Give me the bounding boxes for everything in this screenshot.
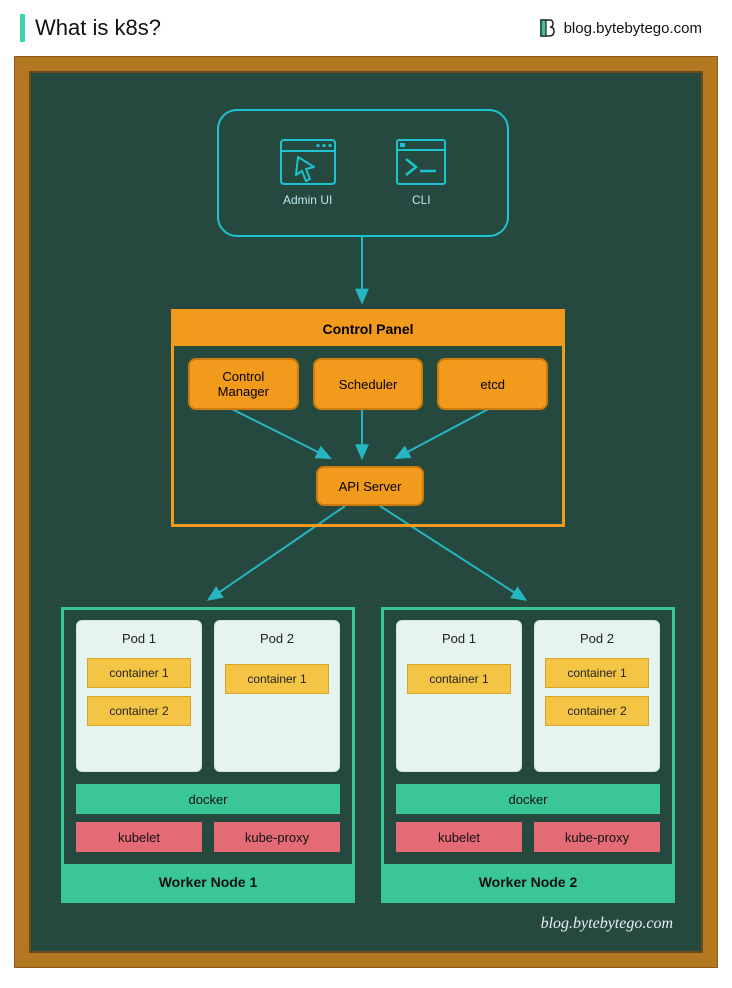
worker-node-2: Pod 1 container 1 Pod 2 container 1 cont… <box>381 607 675 903</box>
chalkboard: Admin UI CLI Control Panel Co <box>29 71 703 953</box>
kubelet-box: kubelet <box>76 822 202 852</box>
cli-label: CLI <box>412 193 431 207</box>
container-box: container 1 <box>545 658 649 688</box>
container-box: container 1 <box>225 664 329 694</box>
pods-row: Pod 1 container 1 container 2 Pod 2 cont… <box>76 620 340 772</box>
pod-title: Pod 1 <box>407 631 511 646</box>
api-server-box: API Server <box>316 466 424 506</box>
window-cursor-icon <box>280 139 336 185</box>
title-accent-bar <box>20 14 25 42</box>
worker-node-label: Worker Node 1 <box>64 864 352 900</box>
container-box: container 2 <box>87 696 191 726</box>
kube-proxy-box: kube-proxy <box>534 822 660 852</box>
pod-1: Pod 1 container 1 container 2 <box>76 620 202 772</box>
kubelet-box: kubelet <box>396 822 522 852</box>
footer-url: blog.bytebytego.com <box>541 915 673 933</box>
source-url: blog.bytebytego.com <box>564 20 702 37</box>
kube-proxy-box: kube-proxy <box>214 822 340 852</box>
interface-panel: Admin UI CLI <box>217 109 509 237</box>
etcd-box: etcd <box>437 358 548 410</box>
pod-2: Pod 2 container 1 container 2 <box>534 620 660 772</box>
worker-node-label: Worker Node 2 <box>384 864 672 900</box>
control-panel: Control Panel Control Manager Scheduler … <box>171 309 565 527</box>
services-row: kubelet kube-proxy <box>396 822 660 852</box>
container-box: container 2 <box>545 696 649 726</box>
control-panel-row: Control Manager Scheduler etcd <box>188 358 548 410</box>
pod-1: Pod 1 container 1 <box>396 620 522 772</box>
pod-title: Pod 1 <box>87 631 191 646</box>
pod-2: Pod 2 container 1 <box>214 620 340 772</box>
admin-ui-item: Admin UI <box>280 139 336 207</box>
page-header: What is k8s? blog.bytebytego.com <box>0 0 732 56</box>
title-wrap: What is k8s? <box>20 14 161 42</box>
terminal-icon <box>396 139 446 185</box>
pods-row: Pod 1 container 1 Pod 2 container 1 cont… <box>396 620 660 772</box>
bytebytego-logo-icon <box>538 18 556 38</box>
admin-ui-label: Admin UI <box>283 193 332 207</box>
docker-bar: docker <box>76 784 340 814</box>
container-box: container 1 <box>87 658 191 688</box>
control-panel-title: Control Panel <box>174 312 562 346</box>
docker-bar: docker <box>396 784 660 814</box>
control-manager-box: Control Manager <box>188 358 299 410</box>
source-link: blog.bytebytego.com <box>538 18 702 38</box>
cli-item: CLI <box>396 139 446 207</box>
container-box: container 1 <box>407 664 511 694</box>
page-title: What is k8s? <box>35 15 161 41</box>
pod-title: Pod 2 <box>225 631 329 646</box>
worker-node-1: Pod 1 container 1 container 2 Pod 2 cont… <box>61 607 355 903</box>
services-row: kubelet kube-proxy <box>76 822 340 852</box>
pod-title: Pod 2 <box>545 631 649 646</box>
board-frame: Admin UI CLI Control Panel Co <box>14 56 718 968</box>
scheduler-box: Scheduler <box>313 358 424 410</box>
